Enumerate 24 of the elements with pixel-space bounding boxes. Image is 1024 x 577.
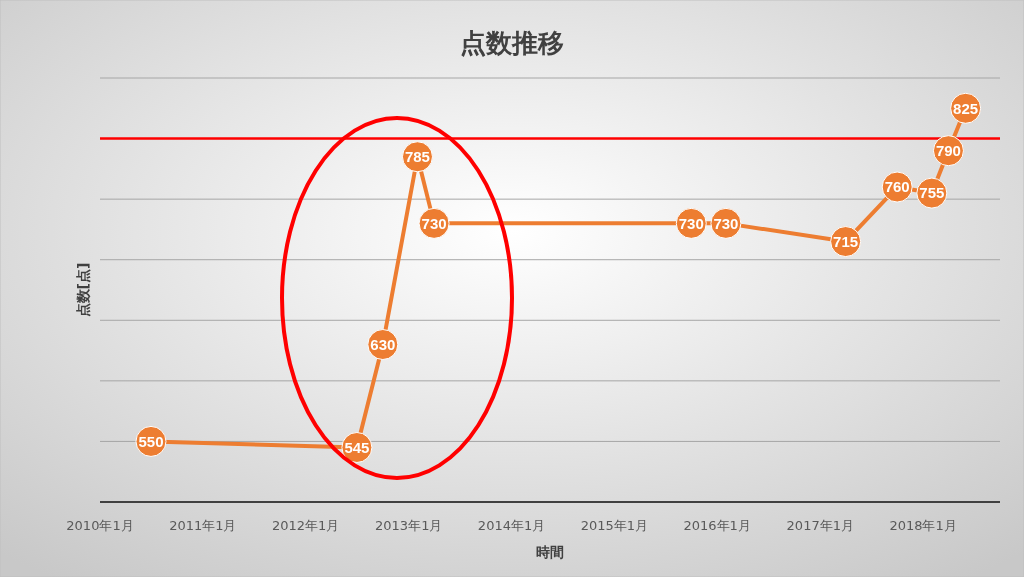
data-label: 630 — [370, 335, 396, 353]
data-label: 785 — [404, 147, 430, 165]
x-tick-label: 2011年1月 — [169, 518, 237, 533]
x-tick-label: 2017年1月 — [786, 518, 854, 533]
x-tick-label: 2016年1月 — [683, 518, 751, 533]
y-axis-title: 点数[点] — [75, 262, 91, 318]
data-label: 550 — [138, 432, 164, 450]
data-label: 730 — [678, 214, 704, 232]
x-tick-label: 2012年1月 — [271, 518, 340, 533]
data-label: 825 — [953, 99, 979, 117]
data-label: 715 — [833, 232, 859, 250]
data-label: 545 — [344, 438, 370, 456]
data-label: 790 — [935, 141, 961, 159]
x-axis-title: 時間 — [536, 544, 564, 560]
x-tick-label: 2014年1月 — [477, 518, 546, 533]
x-tick-label: 2013年1月 — [375, 518, 443, 533]
data-label: 730 — [713, 214, 739, 232]
data-label: 755 — [919, 184, 945, 202]
data-label: 760 — [884, 178, 910, 196]
x-tick-label: 2015年1月 — [580, 518, 649, 533]
x-tick-label: 2010年1月 — [66, 518, 134, 533]
x-tick-label: 2018年1月 — [889, 518, 957, 533]
data-label: 730 — [421, 214, 447, 232]
chart-title: 点数推移 — [460, 28, 564, 58]
